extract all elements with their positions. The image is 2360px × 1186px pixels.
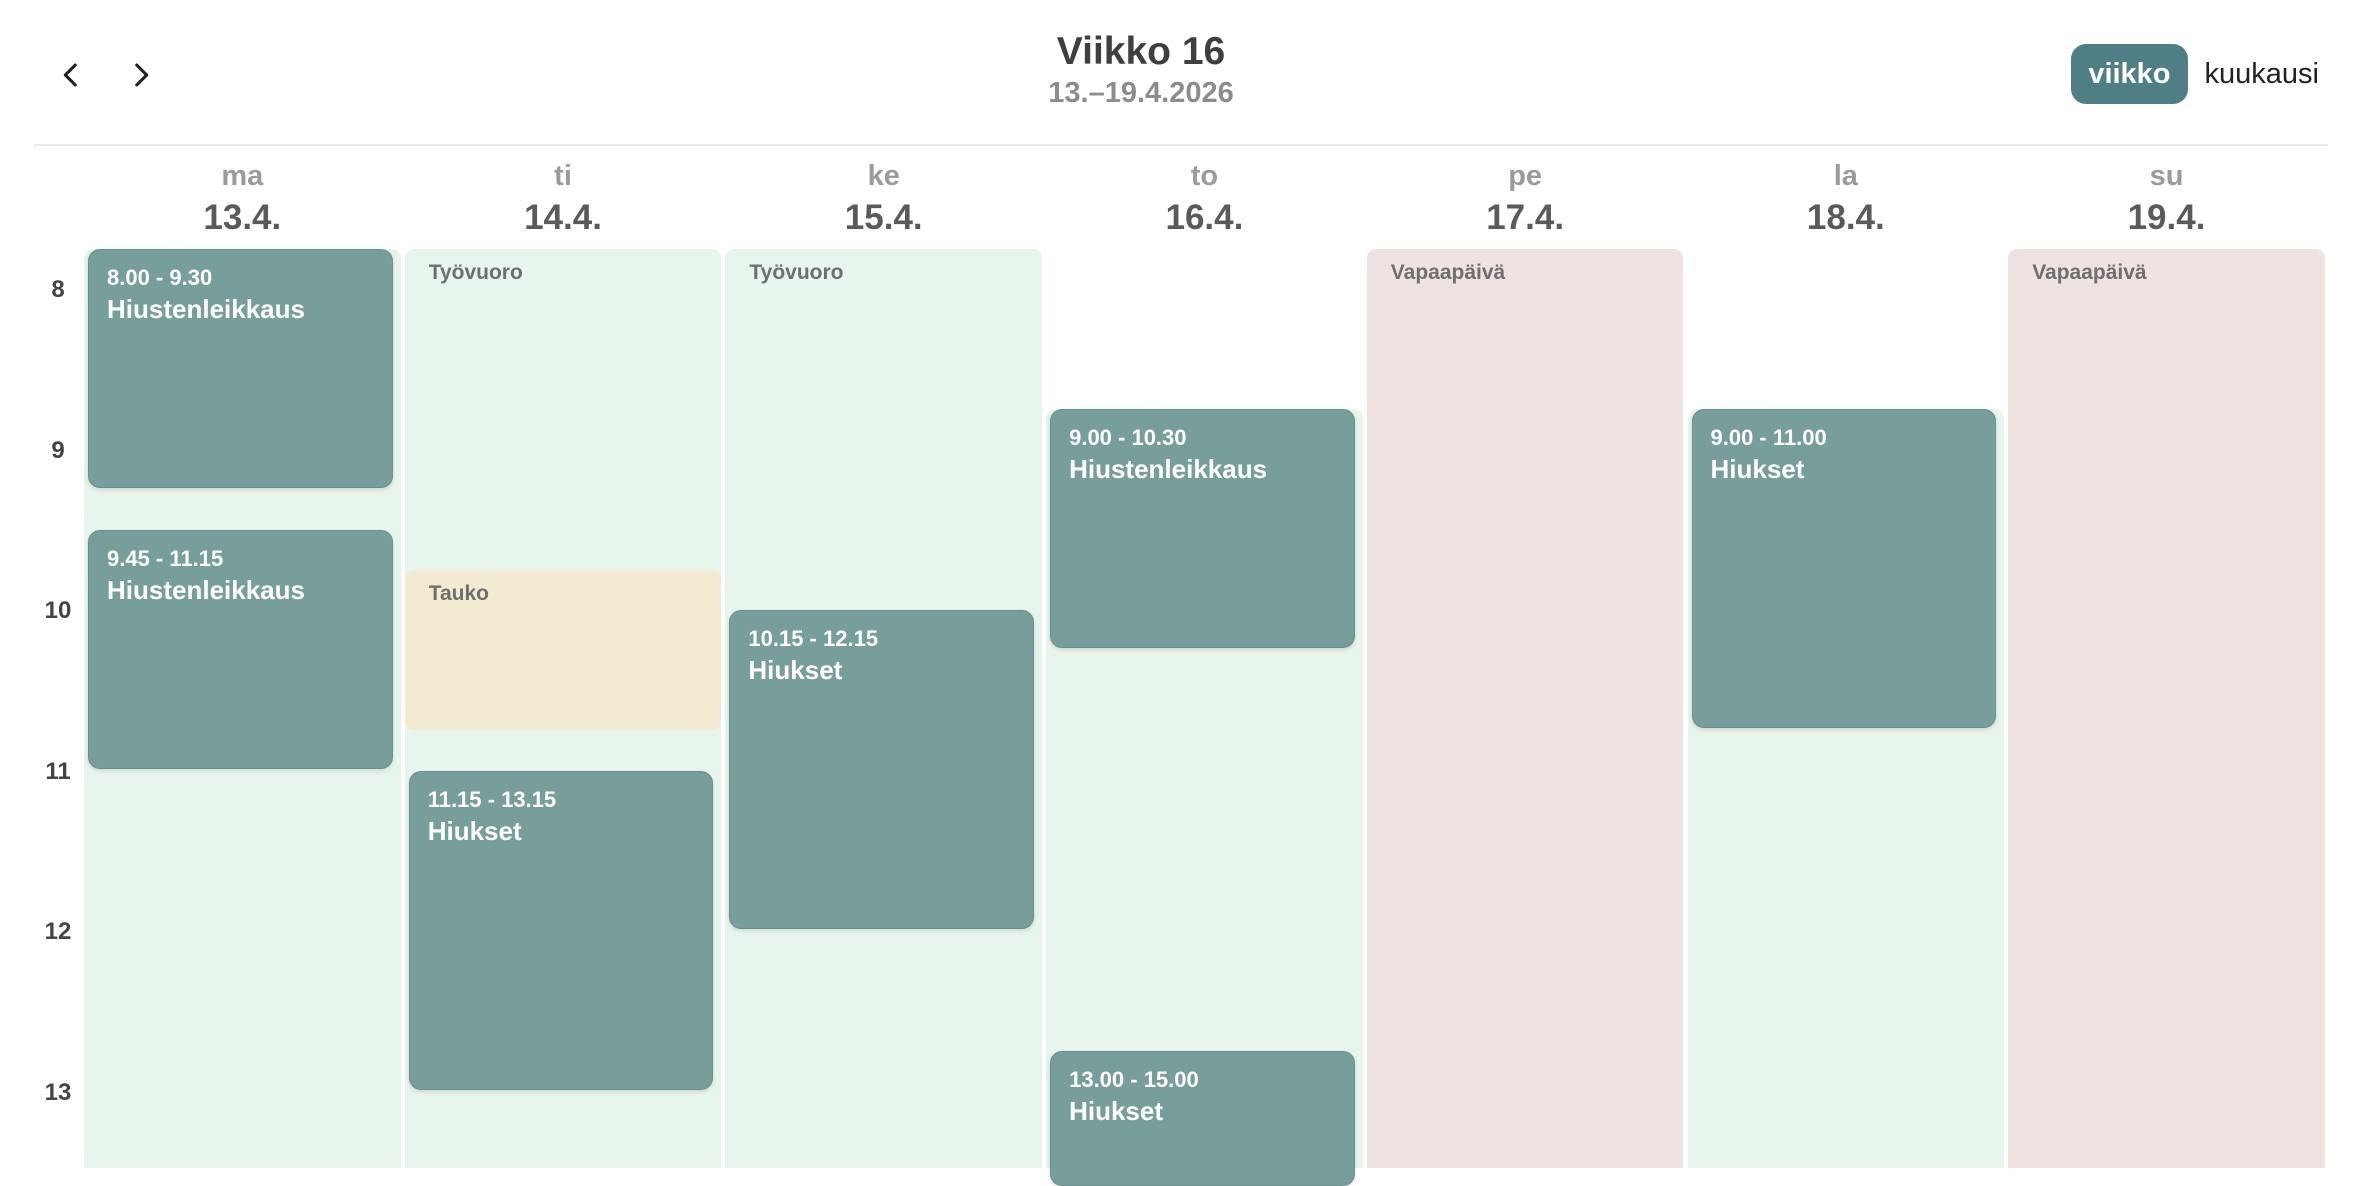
day-date: 16.4. [1165, 198, 1244, 237]
day-name: to [1190, 160, 1219, 192]
prev-week-button[interactable] [40, 44, 102, 106]
day-header-pe: pe 17.4. [1365, 156, 1686, 240]
appointment-event[interactable]: 9.00 - 10.30 Hiustenleikkaus [1050, 409, 1355, 649]
free-block: Vapaapäivä [1366, 248, 1684, 1168]
day-name: la [1833, 160, 1858, 192]
day-name: ti [554, 160, 572, 192]
event-title: Hiukset [1710, 454, 1805, 485]
day-name: ma [221, 160, 264, 192]
appointment-event[interactable]: 8.00 - 9.30 Hiustenleikkaus [88, 248, 393, 488]
day-header-ti: ti 14.4. [403, 156, 724, 240]
free-label: Vapaapäivä [1390, 260, 1506, 284]
appointment-event[interactable]: 9.45 - 11.15 Hiustenleikkaus [88, 529, 393, 769]
hour-label-11: 11 [45, 757, 71, 785]
day-date: 14.4. [524, 198, 602, 237]
hour-label-13: 13 [44, 1078, 72, 1106]
day-name: pe [1508, 160, 1543, 192]
event-title: Hiukset [748, 655, 843, 685]
day-header-la: la 18.4. [1686, 156, 2007, 240]
appointment-event[interactable]: 9.00 - 11.00 Hiukset [1691, 409, 1997, 729]
day-date: 13.4. [203, 198, 282, 237]
day-header-ma: ma 13.4. [82, 156, 403, 240]
appointment-event[interactable]: 11.15 - 13.15 Hiukset [408, 770, 714, 1090]
shift-label: Työvuoro [428, 260, 523, 284]
hour-label-10: 10 [44, 597, 72, 624]
day-header-su: su 19.4. [2006, 156, 2327, 240]
event-title: Hiustenleikkaus [107, 293, 305, 324]
shift-label: Työvuoro [749, 260, 844, 284]
day-date: 18.4. [1806, 198, 1885, 237]
event-time: 9.00 - 11.00 [1710, 425, 1827, 451]
hour-label-8: 8 [51, 276, 65, 303]
event-time: 10.15 - 12.15 [748, 626, 879, 651]
pause-block: Tauko [404, 569, 722, 731]
day-date: 17.4. [1486, 198, 1565, 237]
day-date: 19.4. [2127, 198, 2206, 237]
event-title: Hiustenleikkaus [107, 574, 305, 605]
event-time: 13.00 - 15.00 [1069, 1067, 1199, 1093]
day-name: ke [867, 160, 900, 192]
day-name: su [2149, 160, 2184, 192]
appointment-event[interactable]: 13.00 - 15.00 Hiukset [1050, 1051, 1355, 1186]
day-header-to: to 16.4. [1044, 156, 1365, 240]
free-block: Vapaapäivä [2008, 248, 2325, 1168]
event-title: Hiustenleikkaus [1069, 454, 1268, 485]
week-title: Viikko 16 [1056, 30, 1226, 73]
week-range: 13.–19.4.2026 [1048, 77, 1234, 109]
view-month-button[interactable]: kuukausi [2188, 44, 2336, 104]
view-toggle: viikko kuukausi [2071, 44, 2336, 104]
appointment-event[interactable]: 10.15 - 12.15 Hiukset [729, 610, 1035, 929]
week-header: Viikko 16 13.–19.4.2026 [0, 28, 2282, 110]
free-label: Vapaapäivä [2032, 260, 2147, 284]
next-week-button[interactable] [110, 44, 172, 106]
event-time: 9.00 - 10.30 [1069, 425, 1187, 451]
event-title: Hiukset [1069, 1096, 1164, 1127]
header-divider [34, 144, 2328, 146]
view-week-button[interactable]: viikko [2071, 44, 2188, 104]
pause-label: Tauko [428, 581, 489, 605]
event-time: 9.45 - 11.15 [107, 545, 224, 571]
event-time: 8.00 - 9.30 [107, 264, 213, 290]
event-title: Hiukset [427, 815, 522, 846]
hour-label-9: 9 [51, 436, 65, 464]
chevron-right-icon [135, 63, 149, 87]
event-time: 11.15 - 13.15 [427, 786, 557, 812]
chevron-left-icon [63, 63, 77, 87]
day-date: 15.4. [844, 198, 923, 237]
hour-label-12: 12 [44, 918, 72, 945]
day-header-ke: ke 15.4. [723, 156, 1044, 240]
